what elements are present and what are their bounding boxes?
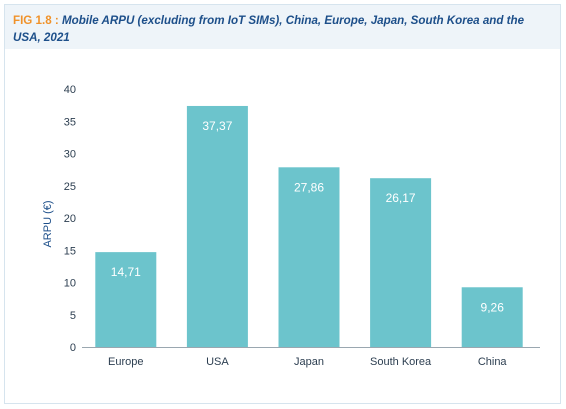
bar-value-label: 27,86 xyxy=(294,180,324,194)
y-tick-label: 10 xyxy=(64,278,76,290)
bar xyxy=(278,167,340,347)
y-tick-label: 0 xyxy=(70,342,76,354)
x-axis: Europe USA Japan South Korea China xyxy=(82,347,540,368)
y-tick-label: 35 xyxy=(64,116,76,128)
bar xyxy=(186,105,248,347)
y-tick-label: 20 xyxy=(64,213,76,225)
bar xyxy=(461,287,523,347)
bar xyxy=(370,178,432,347)
y-tick-label: 15 xyxy=(64,245,76,257)
figure-label: FIG 1.8 : xyxy=(13,14,59,27)
x-tick-label: Japan xyxy=(294,356,324,368)
x-tick-label: USA xyxy=(206,356,229,368)
y-tick-label: 25 xyxy=(64,181,76,193)
bars: 14,71 37,37 27,86 26,17 9,26 xyxy=(95,105,523,347)
bar-value-label: 9,26 xyxy=(481,300,505,314)
y-tick-label: 5 xyxy=(70,310,76,322)
bar-value-label: 26,17 xyxy=(386,191,416,205)
figure-title: Mobile ARPU (excluding from IoT SIMs), C… xyxy=(13,14,525,44)
x-tick-label: Europe xyxy=(108,356,143,368)
y-tick-label: 30 xyxy=(64,149,76,161)
bar-value-label: 14,71 xyxy=(111,265,141,279)
x-tick-label: South Korea xyxy=(370,356,432,368)
bar-value-label: 37,37 xyxy=(202,119,232,133)
y-tick-label: 40 xyxy=(64,84,76,96)
x-tick-label: China xyxy=(478,356,508,368)
y-axis-label: ARPU (€) xyxy=(42,200,54,247)
y-axis: 0 5 10 15 20 25 30 35 40 xyxy=(64,84,76,354)
bar xyxy=(95,252,157,347)
figure-header: FIG 1.8 : Mobile ARPU (excluding from Io… xyxy=(5,5,560,49)
